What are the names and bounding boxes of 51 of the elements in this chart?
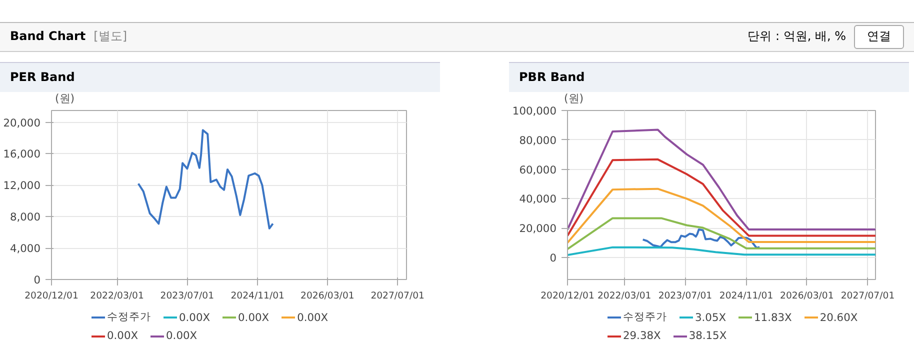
y-tick-label: 8,000 — [10, 210, 41, 224]
chart-title: PBR Band — [509, 62, 909, 92]
x-tick-label: 2027/07/01 — [840, 290, 895, 302]
legend-label: 0.00X — [297, 310, 328, 324]
x-tick-label: 2020/12/01 — [24, 290, 78, 302]
x-tick-label: 2023/07/01 — [658, 290, 712, 302]
text: Band Chart — [10, 28, 86, 46]
text: 연결 — [854, 25, 904, 49]
x-tick-label: 2022/03/01 — [597, 290, 652, 302]
x-tick-label: 2022/03/01 — [90, 290, 144, 302]
y-axis-title: (원) — [55, 92, 75, 105]
y-tick-label: 100,000 — [512, 104, 557, 118]
legend-label: 0.00X — [107, 329, 138, 342]
y-tick-label: 0 — [34, 274, 41, 286]
y-tick-label: 4,000 — [10, 242, 41, 256]
x-tick-label: 2027/07/01 — [370, 290, 425, 302]
y-axis-title: (원) — [564, 92, 584, 105]
text: [별도] — [94, 28, 128, 46]
legend-label: 0.00X — [179, 310, 210, 324]
x-tick-label: 2024/11/01 — [230, 290, 285, 302]
y-tick-label: 80,000 — [519, 134, 557, 147]
legend-label: 수정주가 — [623, 310, 667, 324]
y-tick-label: 40,000 — [519, 192, 557, 206]
x-tick-label: 2020/12/01 — [540, 290, 594, 302]
chart-title: PER Band — [0, 62, 440, 92]
legend-label: 0.00X — [238, 310, 270, 324]
line-series — [568, 246, 876, 256]
legend-label: 38.15X — [688, 329, 727, 342]
line-series — [568, 217, 876, 250]
x-tick-label: 2024/11/01 — [719, 290, 774, 302]
y-tick-label: 16,000 — [3, 148, 41, 161]
legend-label: 20.60X — [820, 310, 858, 324]
y-tick-label: 20,000 — [3, 116, 41, 130]
text: 단위 : 억원, 배, % — [748, 28, 846, 46]
y-tick-label: 60,000 — [519, 163, 557, 176]
line-series — [568, 128, 876, 231]
legend-label: 0.00X — [166, 329, 198, 342]
legend-label: 3.05X — [695, 310, 726, 324]
line-series — [642, 228, 761, 249]
legend-label: 29.38X — [623, 329, 661, 342]
legend-label: 수정주가 — [107, 310, 151, 324]
x-tick-label: 2026/03/01 — [300, 290, 354, 302]
line-series — [137, 129, 274, 230]
line-series — [568, 158, 876, 237]
y-tick-label: 20,000 — [519, 222, 557, 236]
x-tick-label: 2026/03/01 — [780, 290, 834, 302]
line-series — [568, 188, 876, 244]
legend-label: 11.83X — [754, 310, 792, 324]
x-tick-label: 2023/07/01 — [160, 290, 214, 302]
y-tick-label: 12,000 — [3, 179, 41, 192]
y-tick-label: 0 — [550, 251, 557, 264]
